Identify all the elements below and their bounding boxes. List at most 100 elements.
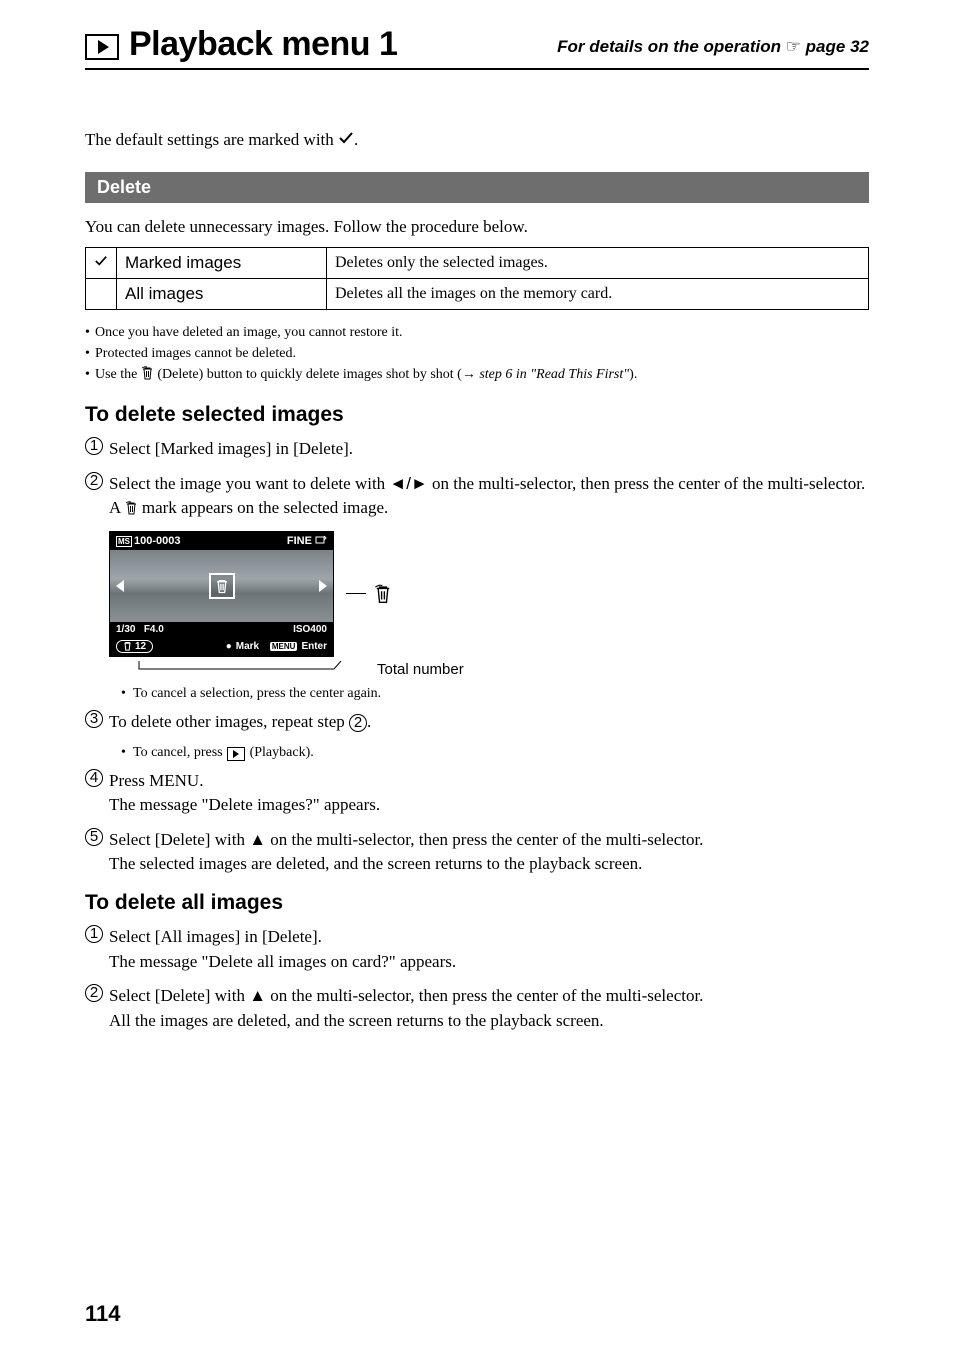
default-check-empty — [86, 279, 117, 310]
step-text: Select [Delete] with — [109, 986, 249, 1005]
page-reference: For details on the operation ☞ page 32 — [557, 37, 869, 57]
notes-list: Once you have deleted an image, you cann… — [85, 322, 869, 385]
nav-left-icon — [116, 580, 124, 592]
step-text: Select the image you want to delete with — [109, 474, 389, 493]
step-number: 1 — [85, 437, 103, 455]
note-item: Once you have deleted an image, you cann… — [85, 322, 869, 343]
step-text: The message "Delete all images on card?"… — [109, 952, 456, 971]
sub-bullet: To cancel, press (Playback). — [85, 745, 869, 761]
step-number: 4 — [85, 769, 103, 787]
aperture-val: F4.0 — [144, 624, 164, 635]
step-text: Press MENU. — [109, 771, 203, 790]
note-item: Protected images cannot be deleted. — [85, 343, 869, 364]
ss-topbar: MS100-0003 FINE — [110, 532, 333, 550]
step-number: 3 — [85, 710, 103, 728]
step-4: 4 Press MENU. The message "Delete images… — [85, 769, 869, 818]
ss-quality: FINE — [287, 535, 327, 547]
trash-icon — [374, 584, 392, 604]
trash-icon — [141, 366, 154, 380]
page-number: 114 — [85, 1301, 121, 1327]
left-right-icon: ◄/► — [389, 474, 427, 493]
rotate-icon — [315, 535, 327, 545]
intro-label: The default settings are marked with — [85, 130, 338, 149]
options-table: Marked images Deletes only the selected … — [85, 247, 869, 310]
bullet-text: To cancel, press — [133, 745, 226, 760]
step-1: 1 Select [Marked images] in [Delete]. — [85, 437, 869, 462]
note-text: Use the — [95, 367, 141, 382]
step-ref: 2 — [349, 714, 367, 732]
step-text: To delete other images, repeat step — [109, 712, 349, 731]
step-text: mark appears on the selected image. — [138, 498, 389, 517]
step-text: Select [All images] in [Delete]. — [109, 927, 322, 946]
lead-line — [346, 593, 366, 594]
check-icon — [338, 130, 354, 150]
note-ref: → step 6 in "Read This First" — [462, 367, 629, 382]
shutter-val: 1/30 — [116, 624, 135, 635]
ss-bottombar: 12 ● Mark MENU Enter — [110, 637, 333, 656]
ss-shutter: 1/30 F4.0 — [116, 624, 164, 635]
step-number: 2 — [85, 984, 103, 1002]
ref-suffix: page 32 — [801, 37, 869, 56]
default-check — [86, 248, 117, 279]
step-number: 1 — [85, 925, 103, 943]
step-text: All the images are deleted, and the scre… — [109, 1011, 604, 1030]
ref-prefix: For details on the operation — [557, 37, 786, 56]
ss-iso: ISO400 — [293, 624, 327, 635]
screenshot-row: MS100-0003 FINE 1/30 F4.0 ISO400 12 ● Mar… — [109, 531, 869, 657]
step-2: 2 Select the image you want to delete wi… — [85, 472, 869, 521]
up-icon: ▲ — [249, 986, 266, 1005]
ss-controls: ● Mark MENU Enter — [226, 641, 327, 652]
option-desc: Deletes only the selected images. — [327, 248, 869, 279]
nav-right-icon — [319, 580, 327, 592]
mark-label: Mark — [236, 641, 259, 652]
page-title: Playback menu 1 — [129, 25, 397, 64]
step-text: Select [Delete] with — [109, 830, 249, 849]
step-1b: 1 Select [All images] in [Delete]. The m… — [85, 925, 869, 974]
step-text: on the multi-selector, then press the ce… — [428, 474, 865, 493]
table-row: All images Deletes all the images on the… — [86, 279, 869, 310]
step-number: 2 — [85, 472, 103, 490]
playback-icon — [227, 747, 245, 761]
step-text: on the multi-selector, then press the ce… — [266, 986, 703, 1005]
ss-count: 12 — [116, 640, 153, 653]
intro-text: The default settings are marked with . — [85, 130, 869, 150]
option-label: Marked images — [117, 248, 327, 279]
camera-screenshot: MS100-0003 FINE 1/30 F4.0 ISO400 12 ● Mar… — [109, 531, 334, 657]
ss-image-area — [110, 550, 333, 622]
step-text: Select [Marked images] in [Delete]. — [109, 439, 353, 458]
section-lead: You can delete unnecessary images. Follo… — [85, 217, 869, 237]
trash-icon — [123, 641, 132, 651]
subhead-delete-all: To delete all images — [85, 891, 869, 915]
ss-info: 1/30 F4.0 ISO400 — [110, 622, 333, 637]
ss-folder: MS100-0003 — [116, 535, 181, 547]
step-text: The selected images are deleted, and the… — [109, 854, 642, 873]
enter-label: Enter — [301, 641, 327, 652]
sub-bullet: To cancel a selection, press the center … — [85, 686, 869, 702]
note-text: ). — [629, 367, 637, 382]
dot-icon: ● — [226, 641, 232, 652]
note-text: (Delete) button to quickly delete images… — [154, 367, 462, 382]
total-number-row: Total number — [109, 661, 869, 678]
step-text: The message "Delete images?" appears. — [109, 795, 380, 814]
option-desc: Deletes all the images on the memory car… — [327, 279, 869, 310]
bullet-text: (Playback). — [246, 745, 314, 760]
side-trash-label — [346, 584, 392, 604]
title-group: Playback menu 1 — [85, 25, 397, 64]
step-5: 5 Select [Delete] with ▲ on the multi-se… — [85, 828, 869, 877]
table-row: Marked images Deletes only the selected … — [86, 248, 869, 279]
total-number-label: Total number — [377, 661, 464, 678]
pointer-icon: ☞ — [786, 37, 801, 56]
section-delete: Delete — [85, 172, 869, 203]
step-number: 5 — [85, 828, 103, 846]
step-text: on the multi-selector, then press the ce… — [266, 830, 703, 849]
ms-chip: MS — [116, 536, 132, 547]
count-num: 12 — [135, 641, 146, 652]
step-3: 3 To delete other images, repeat step 2. — [85, 710, 869, 735]
step-2b: 2 Select [Delete] with ▲ on the multi-se… — [85, 984, 869, 1033]
menu-chip: MENU — [270, 642, 298, 651]
side-labels — [346, 584, 392, 604]
page-header: Playback menu 1 For details on the opera… — [85, 25, 869, 70]
playback-icon — [85, 34, 119, 60]
up-icon: ▲ — [249, 830, 266, 849]
step-text: A — [109, 498, 125, 517]
